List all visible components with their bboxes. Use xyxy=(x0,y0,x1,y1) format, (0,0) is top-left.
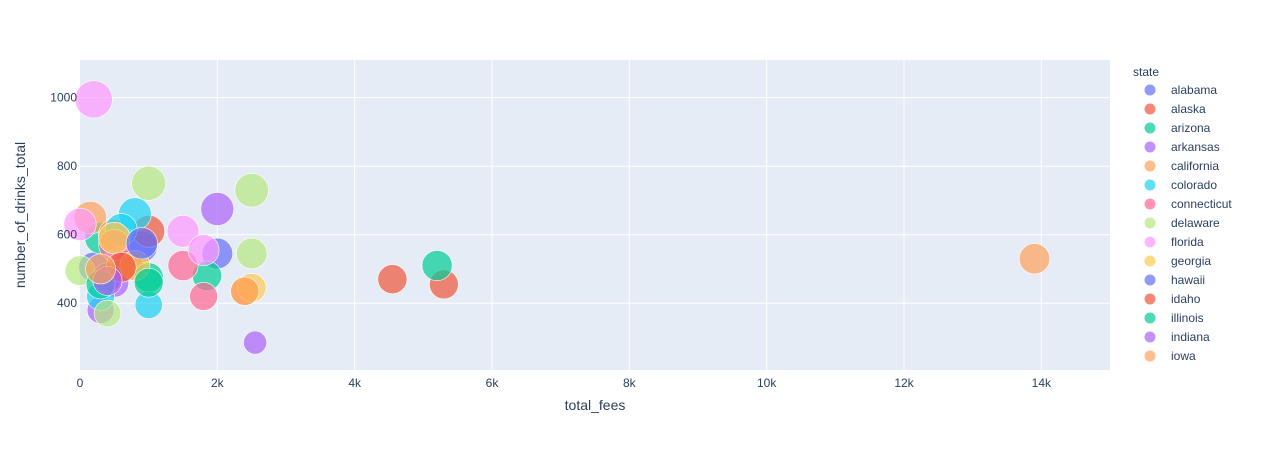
x-tick-label: 12k xyxy=(894,376,914,390)
x-tick-label: 14k xyxy=(1032,376,1052,390)
data-point-florida xyxy=(166,215,200,248)
y-axis-title: number_of_drinks_total xyxy=(12,142,28,288)
data-point-arkansas xyxy=(200,192,235,226)
legend-marker-colorado xyxy=(1144,179,1156,191)
legend-label-alabama: alabama xyxy=(1171,83,1217,97)
data-point-georgia xyxy=(98,222,131,255)
data-point-florida xyxy=(74,80,113,119)
data-point-delaware xyxy=(236,237,268,270)
legend-marker-california xyxy=(1144,160,1156,172)
legend-marker-georgia xyxy=(1144,255,1156,267)
legend-label-florida: florida xyxy=(1171,235,1204,249)
legend-label-california: california xyxy=(1171,159,1219,173)
data-point-connecticut xyxy=(189,282,218,311)
data-point-illinois xyxy=(133,267,164,298)
legend-label-indiana: indiana xyxy=(1171,330,1210,344)
legend-marker-hawaii xyxy=(1144,274,1156,286)
data-point-delaware xyxy=(131,165,167,201)
data-point-arkansas xyxy=(243,330,268,355)
data-point-florida xyxy=(187,234,220,266)
x-tick-label: 2k xyxy=(211,376,225,390)
data-point-california xyxy=(1018,243,1051,275)
legend-marker-florida xyxy=(1144,236,1156,248)
legend-marker-indiana xyxy=(1144,331,1156,343)
legend-marker-connecticut xyxy=(1144,198,1156,210)
legend-title: state xyxy=(1133,65,1159,79)
data-point-arizona xyxy=(421,250,453,281)
x-tick-labels: 0 2k 4k 6k 8k 10k 12k 14k xyxy=(77,376,1052,390)
legend-marker-illinois xyxy=(1144,312,1156,324)
legend-marker-idaho xyxy=(1144,293,1156,305)
y-tick-labels: 400 600 800 1000 xyxy=(50,91,77,311)
legend-label-arizona: arizona xyxy=(1171,121,1211,135)
legend: state alabama alaska arizona arkansas califo… xyxy=(1133,65,1232,363)
legend-marker-delaware xyxy=(1144,217,1156,229)
legend-marker-iowa xyxy=(1144,350,1156,362)
x-tick-label: 10k xyxy=(757,376,777,390)
legend-label-georgia: georgia xyxy=(1171,254,1211,268)
legend-marker-alaska xyxy=(1144,103,1156,115)
plot-background xyxy=(80,60,1110,370)
y-tick-label: 1000 xyxy=(50,91,77,105)
data-point-iowa xyxy=(230,276,260,306)
data-points xyxy=(63,80,1051,355)
legend-label-alaska: alaska xyxy=(1171,102,1206,116)
data-point-iowa xyxy=(85,253,116,285)
y-tick-label: 600 xyxy=(57,228,77,242)
y-tick-label: 400 xyxy=(57,296,77,310)
data-point-alaska xyxy=(377,264,408,295)
legend-label-hawaii: hawaii xyxy=(1171,273,1205,287)
legend-label-connecticut: connecticut xyxy=(1171,197,1232,211)
legend-marker-arizona xyxy=(1144,122,1156,134)
x-tick-label: 0 xyxy=(77,376,84,390)
x-tick-label: 6k xyxy=(486,376,500,390)
data-point-delaware xyxy=(234,173,269,208)
legend-marker-arkansas xyxy=(1144,141,1156,153)
legend-marker-alabama xyxy=(1144,84,1156,96)
legend-label-arkansas: arkansas xyxy=(1171,140,1220,154)
x-gridlines xyxy=(216,60,1042,370)
legend-label-illinois: illinois xyxy=(1171,311,1204,325)
x-axis-title: total_fees xyxy=(565,397,626,413)
data-point-hawaii xyxy=(125,227,158,260)
legend-label-colorado: colorado xyxy=(1171,178,1217,192)
y-gridlines xyxy=(80,97,1110,304)
legend-label-iowa: iowa xyxy=(1171,349,1196,363)
legend-label-idaho: idaho xyxy=(1171,292,1201,306)
y-tick-label: 800 xyxy=(57,159,77,173)
x-tick-label: 8k xyxy=(623,376,637,390)
data-point-florida xyxy=(63,207,97,241)
x-tick-label: 4k xyxy=(348,376,362,390)
data-point-delaware xyxy=(93,299,122,328)
legend-label-delaware: delaware xyxy=(1171,216,1220,230)
